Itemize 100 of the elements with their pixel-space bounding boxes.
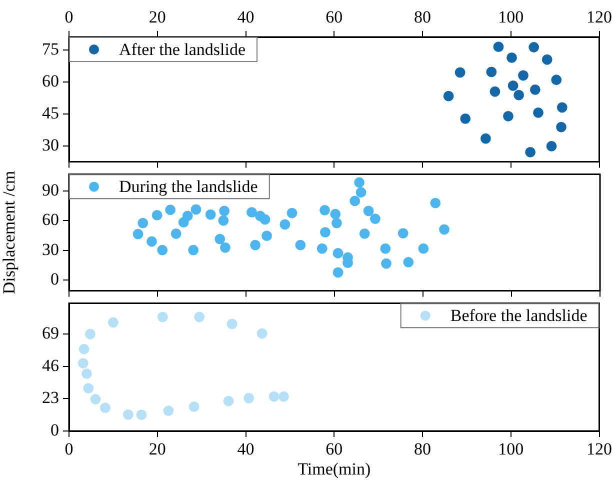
- point: [170, 228, 182, 239]
- point: [190, 204, 202, 215]
- point: [493, 42, 504, 52]
- point: [262, 230, 272, 242]
- point: [220, 242, 230, 253]
- point: [508, 80, 518, 91]
- point: [403, 256, 414, 268]
- point: [165, 204, 176, 216]
- point: [194, 312, 205, 322]
- point: [256, 328, 268, 339]
- point: [152, 210, 162, 220]
- y-tick-label: 23: [42, 388, 59, 408]
- x2-tick-label: 100: [498, 7, 524, 26]
- point: [518, 70, 528, 81]
- point: [359, 228, 370, 239]
- point: [188, 244, 199, 256]
- y-axis-title: Displacement /cm: [0, 170, 19, 294]
- point: [188, 402, 200, 412]
- point: [506, 52, 517, 63]
- point: [100, 402, 110, 414]
- y-tick-label: 60: [42, 210, 59, 230]
- x2-tick-label: 60: [326, 7, 343, 26]
- y-tick-label: 90: [42, 180, 59, 200]
- y-tick-label: 0: [50, 420, 59, 440]
- point: [157, 244, 168, 256]
- y-tick-label: 69: [42, 324, 59, 343]
- point: [219, 206, 230, 216]
- point: [430, 198, 441, 208]
- point: [278, 391, 289, 402]
- point: [530, 84, 540, 95]
- point: [244, 392, 254, 404]
- point: [83, 383, 94, 394]
- point: [223, 396, 234, 406]
- legend-label: Before the landslide: [450, 306, 588, 326]
- legend-label: During the landslide: [119, 177, 258, 196]
- x-tick-label: 80: [414, 440, 431, 459]
- point: [78, 344, 90, 354]
- point: [486, 66, 497, 78]
- point: [525, 147, 536, 158]
- point: [490, 86, 500, 97]
- x2-tick-label: 40: [237, 7, 254, 26]
- point: [295, 240, 306, 250]
- point: [354, 177, 364, 188]
- point: [123, 409, 134, 420]
- legend-label: After the landslide: [119, 40, 246, 59]
- point: [157, 312, 168, 322]
- point: [503, 110, 514, 122]
- point: [533, 108, 544, 118]
- point: [454, 67, 466, 78]
- point: [316, 243, 328, 254]
- x-tick-label: 60: [326, 440, 343, 459]
- point: [443, 90, 454, 102]
- point: [85, 328, 96, 340]
- x-tick-label: 0: [64, 440, 74, 459]
- point: [514, 90, 524, 100]
- point: [320, 204, 330, 216]
- x-tick-label: 20: [148, 440, 166, 459]
- point: [330, 208, 341, 220]
- x-tick-label: 120: [586, 440, 612, 459]
- point: [138, 218, 148, 228]
- x-tick-label: 40: [237, 440, 254, 459]
- point: [78, 358, 88, 369]
- point: [556, 122, 566, 132]
- point: [380, 243, 391, 254]
- point: [90, 394, 101, 404]
- point: [480, 133, 491, 144]
- x2-tick-label: 0: [64, 7, 74, 26]
- x-tick-label: 100: [498, 440, 524, 459]
- point: [418, 243, 429, 254]
- point: [556, 102, 568, 113]
- point: [226, 318, 238, 330]
- point: [332, 267, 344, 278]
- point: [546, 141, 557, 152]
- point: [320, 227, 330, 238]
- x-axis-title: Time(min): [298, 459, 371, 478]
- point: [542, 54, 552, 65]
- point: [356, 187, 366, 198]
- point: [132, 228, 144, 240]
- y-tick-label: 75: [42, 39, 59, 58]
- point: [460, 114, 471, 124]
- point: [332, 248, 344, 258]
- x2-tick-label: 20: [148, 7, 166, 26]
- point: [250, 240, 260, 250]
- point: [260, 214, 270, 225]
- y-tick-label: 30: [42, 135, 59, 154]
- point: [286, 208, 298, 218]
- point: [268, 391, 280, 402]
- point: [246, 207, 257, 218]
- point: [528, 42, 540, 52]
- point: [146, 236, 157, 247]
- point: [163, 406, 174, 416]
- point: [182, 210, 193, 222]
- x2-tick-label: 120: [586, 7, 612, 26]
- y-tick-label: 30: [42, 240, 59, 259]
- point: [81, 368, 92, 379]
- point: [439, 224, 450, 235]
- y-tick-label: 46: [42, 356, 59, 375]
- x2-tick-label: 80: [414, 7, 431, 26]
- y-tick-label: 45: [42, 103, 59, 122]
- point: [381, 258, 392, 269]
